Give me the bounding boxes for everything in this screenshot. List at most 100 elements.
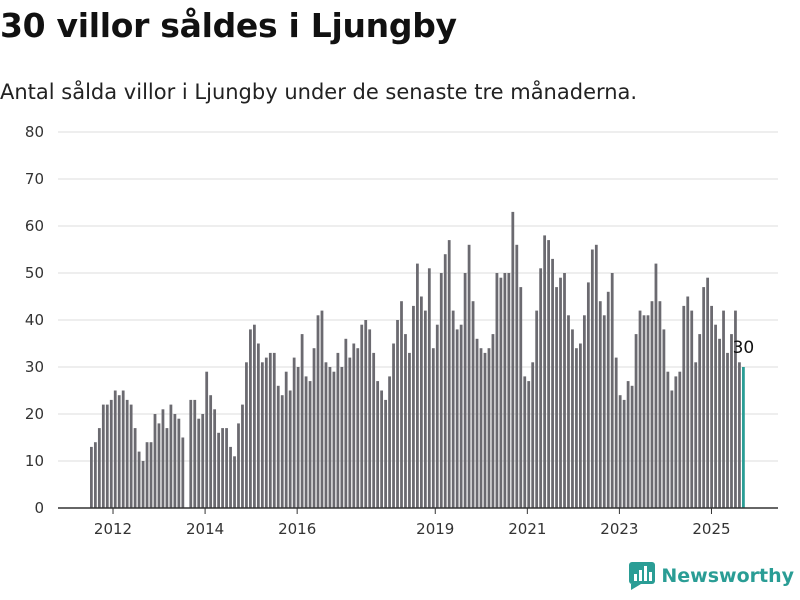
bar: [535, 310, 539, 508]
bar: [396, 320, 399, 508]
bar: [435, 324, 439, 508]
bar: [90, 446, 93, 508]
chart-title: 30 villor såldes i Ljungby: [0, 6, 457, 45]
bar: [368, 329, 372, 508]
bar: [527, 381, 531, 508]
bar: [710, 305, 713, 508]
bar: [431, 348, 435, 508]
x-tick-label: 2025: [692, 520, 730, 538]
bar: [419, 296, 423, 508]
bar: [662, 329, 666, 508]
bar: [463, 273, 467, 508]
chart-subtitle: Antal sålda villor i Ljungby under de se…: [0, 80, 638, 104]
bar: [567, 315, 570, 508]
bar: [209, 395, 213, 508]
bar: [348, 357, 352, 508]
bar: [233, 456, 236, 508]
bar: [229, 446, 232, 508]
bar: [467, 244, 471, 509]
newsworthy-logo-icon: [629, 562, 656, 590]
bar: [487, 348, 491, 508]
bar: [519, 287, 523, 508]
bar: [722, 310, 725, 508]
bar: [105, 404, 109, 508]
bar: [217, 432, 220, 508]
bar: [141, 461, 145, 508]
bar: [332, 371, 336, 508]
bar: [388, 376, 391, 508]
bar: [690, 310, 694, 508]
bar: [455, 329, 459, 508]
bar: [352, 343, 356, 508]
y-tick-label: 0: [34, 499, 44, 517]
bar: [495, 273, 499, 508]
bar: [249, 329, 252, 508]
bar: [400, 301, 403, 508]
y-tick-label: 50: [25, 264, 44, 282]
bar: [344, 338, 348, 508]
bar: [320, 310, 324, 508]
bar: [439, 273, 443, 508]
bar: [459, 324, 463, 508]
bar: [511, 211, 515, 508]
bar: [630, 385, 634, 508]
bar: [507, 273, 511, 508]
bar: [730, 334, 733, 508]
bar: [658, 301, 662, 508]
bar: [642, 315, 646, 508]
bar: [586, 282, 590, 508]
x-tick-label: 2012: [94, 520, 132, 538]
bar: [531, 362, 535, 508]
bar: [157, 423, 161, 508]
bar: [133, 428, 137, 508]
bar: [499, 277, 503, 508]
bar: [384, 399, 387, 508]
bar: [606, 291, 610, 508]
bar: [610, 273, 614, 508]
bar: [272, 352, 276, 508]
bar: [523, 376, 527, 508]
bar: [237, 423, 240, 508]
bar: [539, 268, 543, 508]
bar: [551, 258, 554, 508]
brand-logo: Newsworthy: [629, 562, 794, 590]
bar: [137, 451, 141, 508]
x-tick-label: 2016: [278, 520, 316, 538]
bar: [376, 381, 380, 508]
bar: [276, 385, 280, 508]
bar: [149, 442, 153, 508]
bar: [670, 390, 674, 508]
bar: [268, 352, 272, 508]
bar: [113, 390, 117, 508]
bar: [543, 235, 547, 508]
bar: [427, 268, 431, 508]
latest-value-label: 30: [733, 338, 755, 358]
bar: [582, 315, 586, 508]
bar: [666, 371, 670, 508]
bar: [678, 371, 682, 508]
bar: [698, 334, 702, 508]
bar: [590, 249, 594, 508]
bars: [90, 211, 745, 509]
bar-latest: [742, 367, 745, 508]
bar: [193, 399, 197, 508]
bar: [380, 390, 384, 508]
bar: [718, 338, 721, 508]
bar: [181, 437, 185, 508]
bar: [674, 376, 678, 508]
bar: [404, 334, 407, 508]
bar: [213, 409, 217, 508]
bar: [686, 296, 690, 508]
x-tick-label: 2023: [600, 520, 638, 538]
bar: [694, 362, 698, 508]
bar: [654, 263, 658, 508]
bar: [129, 404, 133, 508]
bar: [256, 343, 260, 508]
bar: [682, 305, 686, 508]
bar: [153, 414, 157, 508]
bar: [559, 277, 562, 508]
bar: [312, 348, 316, 508]
bar: [650, 301, 654, 508]
bar: [328, 367, 332, 508]
bar: [372, 352, 376, 508]
